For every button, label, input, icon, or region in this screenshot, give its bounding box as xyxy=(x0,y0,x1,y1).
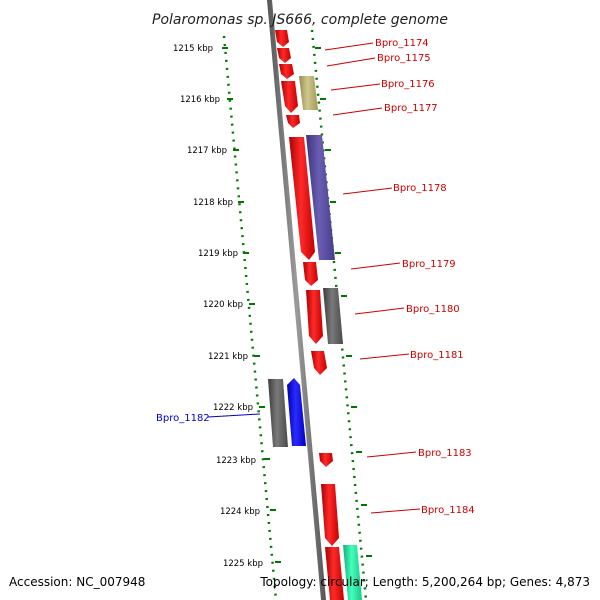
tick-label: 1221 kbp xyxy=(208,352,248,362)
gene-label-bpro-1175[interactable]: Bpro_1175 xyxy=(377,53,431,64)
gene-label-bpro-1179[interactable]: Bpro_1179 xyxy=(402,259,456,270)
gene-red-1180[interactable] xyxy=(306,290,323,344)
map-title: Polaromonas sp. JS666, complete genome xyxy=(152,12,448,28)
gene-bpro-1174[interactable] xyxy=(275,30,289,47)
tick-label: 1220 kbp xyxy=(203,300,243,310)
gene-red-1177[interactable] xyxy=(281,81,298,113)
tick-label: 1218 kbp xyxy=(193,198,233,208)
tick-label: 1216 kbp xyxy=(180,95,220,105)
gene-bpro-1184[interactable] xyxy=(321,484,339,546)
gene-label-bpro-1176[interactable]: Bpro_1176 xyxy=(381,79,435,90)
gene-bpro-1178-forward[interactable] xyxy=(289,137,315,260)
tick-label: 1222 kbp xyxy=(213,403,253,413)
gene-red-bottom[interactable] xyxy=(325,547,344,600)
gene-bpro-1180[interactable] xyxy=(323,288,343,344)
gene-label-bpro-1174[interactable]: Bpro_1174 xyxy=(375,38,429,49)
gene-features xyxy=(268,30,362,600)
inner-major-ticks xyxy=(222,47,281,563)
gene-labels: Bpro_1174 Bpro_1175 Bpro_1176 Bpro_1177 … xyxy=(375,38,475,516)
gene-bpro-1182[interactable] xyxy=(287,378,306,446)
gene-bpro-1183[interactable] xyxy=(319,453,333,467)
gene-label-leaders xyxy=(324,42,421,514)
gene-label-bpro-1182[interactable]: Bpro_1182 xyxy=(156,413,210,424)
outer-major-ticks xyxy=(315,47,372,557)
tick-label: 1219 kbp xyxy=(198,249,238,259)
gene-label-bpro-1178[interactable]: Bpro_1178 xyxy=(393,183,447,194)
tick-labels: 1215 kbp 1216 kbp 1217 kbp 1218 kbp 1219… xyxy=(173,44,263,569)
accession-text: Accession: NC_007948 xyxy=(9,575,145,589)
tick-label: 1224 kbp xyxy=(220,507,260,517)
gene-red-small[interactable] xyxy=(279,64,294,79)
gene-label-bpro-1180[interactable]: Bpro_1180 xyxy=(406,304,460,315)
gene-teal-bottom[interactable] xyxy=(343,545,362,600)
gene-label-bpro-1177[interactable]: Bpro_1177 xyxy=(384,103,438,114)
topology-text: Topology: circular; Length: 5,200,264 bp… xyxy=(259,575,590,589)
tick-label: 1215 kbp xyxy=(173,44,213,54)
tick-label: 1225 kbp xyxy=(223,559,263,569)
tick-label: 1217 kbp xyxy=(187,146,227,156)
gene-bpro-1176[interactable] xyxy=(299,76,318,110)
gene-gray-1182[interactable] xyxy=(268,379,288,447)
gene-label-bpro-1184[interactable]: Bpro_1184 xyxy=(421,505,475,516)
tick-label: 1223 kbp xyxy=(216,456,256,466)
gene-label-bpro-1181[interactable]: Bpro_1181 xyxy=(410,350,464,361)
gene-label-bpro-1183[interactable]: Bpro_1183 xyxy=(418,448,472,459)
leader-bpro-1182 xyxy=(207,413,261,418)
gene-bpro-1181[interactable] xyxy=(311,351,327,375)
genome-backbone xyxy=(267,0,326,600)
gene-bpro-1175[interactable] xyxy=(277,48,291,63)
gene-red-short[interactable] xyxy=(286,115,300,128)
gene-bpro-1178[interactable] xyxy=(306,135,335,260)
gene-bpro-1179[interactable] xyxy=(303,262,318,286)
